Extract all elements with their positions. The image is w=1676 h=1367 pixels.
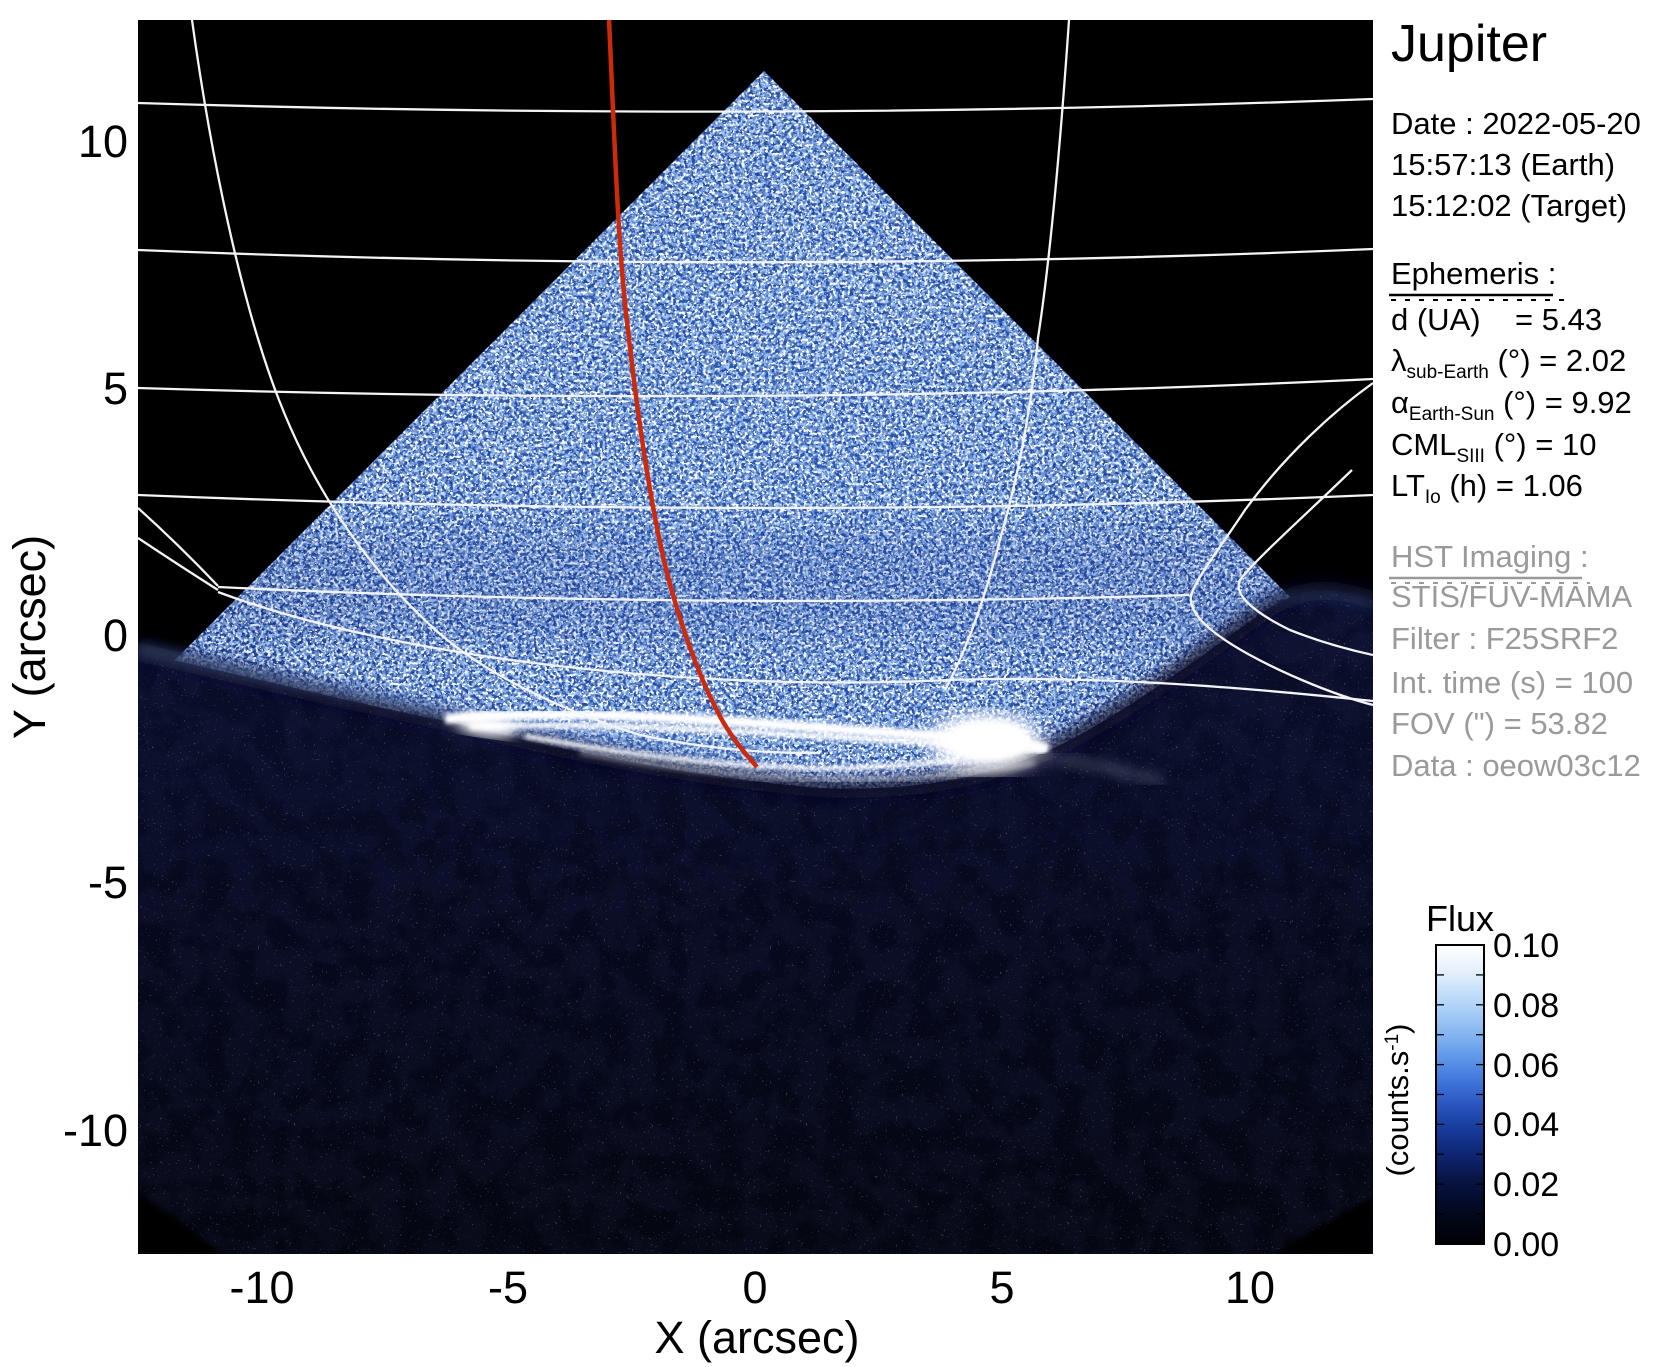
svg-text:αEarth-Sun (°) = 9.92: αEarth-Sun (°) = 9.92 bbox=[1391, 385, 1632, 425]
svg-text:0.08: 0.08 bbox=[1493, 987, 1559, 1025]
svg-text:Y (arcsec): Y (arcsec) bbox=[4, 535, 55, 739]
svg-text:Date : 2022-05-20: Date : 2022-05-20 bbox=[1391, 106, 1641, 141]
svg-text:(counts.s-1): (counts.s-1) bbox=[1380, 1023, 1415, 1176]
svg-text:5: 5 bbox=[989, 1262, 1014, 1313]
svg-text:Int. time (s) = 100: Int. time (s) = 100 bbox=[1391, 665, 1633, 700]
svg-text:X (arcsec): X (arcsec) bbox=[654, 1312, 859, 1363]
svg-text:0.10: 0.10 bbox=[1493, 927, 1559, 965]
svg-text:5: 5 bbox=[103, 363, 128, 414]
svg-text:15:57:13 (Earth): 15:57:13 (Earth) bbox=[1391, 147, 1615, 182]
svg-text:-10: -10 bbox=[63, 1105, 128, 1156]
svg-text:10: 10 bbox=[1225, 1262, 1275, 1313]
svg-text:15:12:02 (Target): 15:12:02 (Target) bbox=[1391, 188, 1627, 223]
svg-text:HST Imaging :: HST Imaging : bbox=[1391, 539, 1589, 574]
svg-text:-10: -10 bbox=[229, 1262, 294, 1313]
svg-text:0.02: 0.02 bbox=[1493, 1166, 1559, 1204]
svg-text:λsub-Earth (°) = 2.02: λsub-Earth (°) = 2.02 bbox=[1391, 343, 1626, 383]
svg-text:10: 10 bbox=[78, 116, 128, 167]
svg-text:0.04: 0.04 bbox=[1493, 1106, 1559, 1144]
svg-text:Data : oeow03c12: Data : oeow03c12 bbox=[1391, 748, 1641, 783]
svg-text:Filter : F25SRF2: Filter : F25SRF2 bbox=[1391, 621, 1618, 656]
svg-text:LTIo (h) = 1.06: LTIo (h) = 1.06 bbox=[1391, 468, 1583, 508]
svg-text:STIS/FUV-MAMA: STIS/FUV-MAMA bbox=[1391, 579, 1632, 614]
svg-text:d (UA) = 5.43: d (UA) = 5.43 bbox=[1391, 302, 1602, 337]
svg-text:-5: -5 bbox=[488, 1262, 528, 1313]
svg-text:Ephemeris :: Ephemeris : bbox=[1391, 256, 1556, 291]
svg-text:CMLSIII (°) = 10: CMLSIII (°) = 10 bbox=[1391, 427, 1596, 467]
svg-text:FOV (") = 53.82: FOV (") = 53.82 bbox=[1391, 706, 1608, 741]
svg-text:0.00: 0.00 bbox=[1493, 1226, 1559, 1264]
svg-text:0.06: 0.06 bbox=[1493, 1047, 1559, 1085]
svg-text:-5: -5 bbox=[88, 857, 128, 908]
svg-text:0: 0 bbox=[103, 610, 128, 661]
svg-text:0: 0 bbox=[742, 1262, 767, 1313]
svg-text:Jupiter: Jupiter bbox=[1391, 15, 1547, 73]
svg-text:Flux: Flux bbox=[1426, 898, 1494, 939]
